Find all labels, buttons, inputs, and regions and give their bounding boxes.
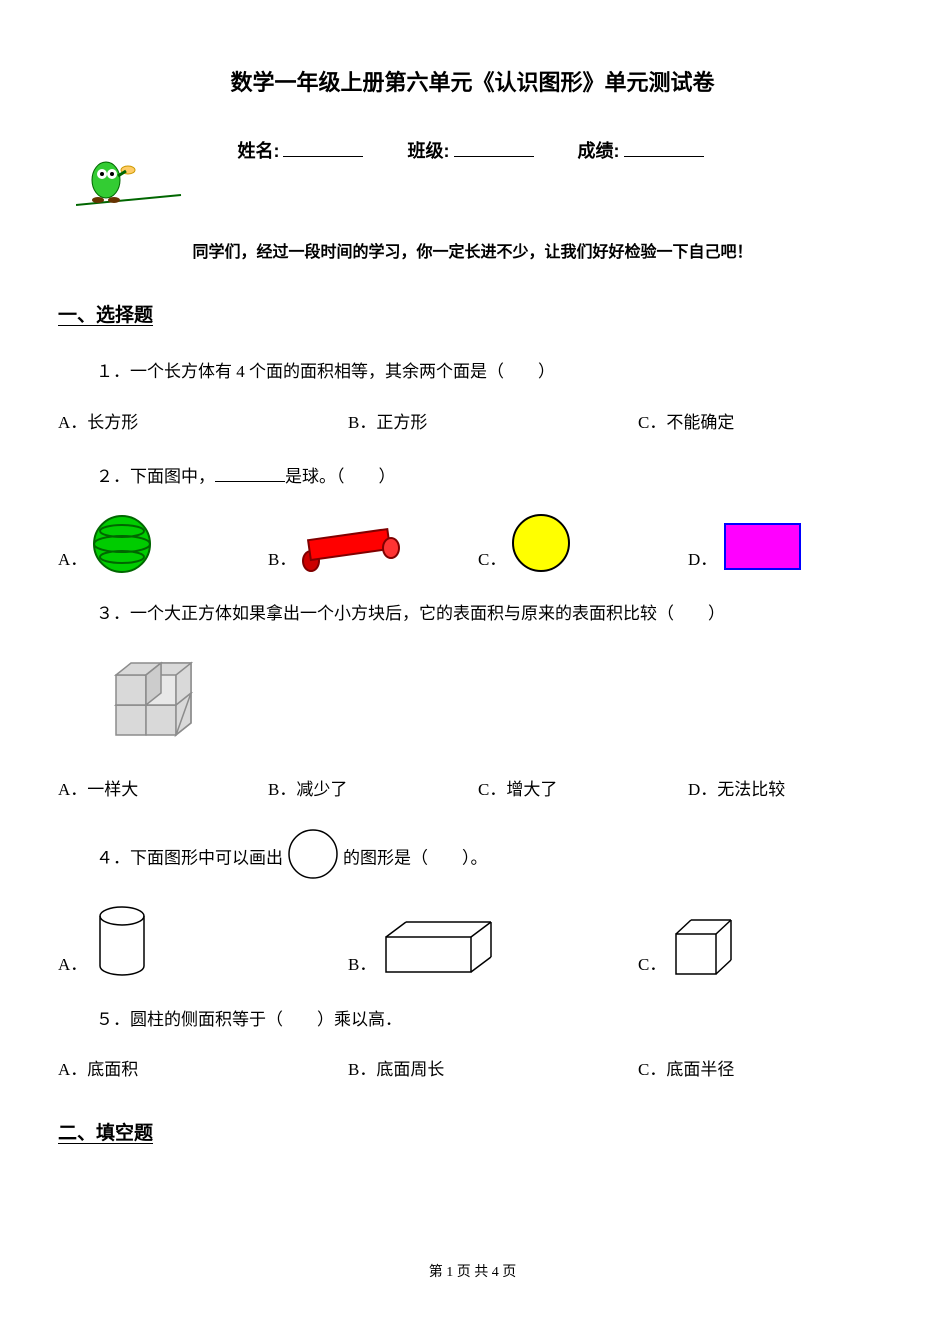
q2-text: ２．下面图中，是球。（ ） — [96, 461, 945, 493]
score-blank[interactable] — [624, 138, 704, 157]
name-blank[interactable] — [283, 138, 363, 157]
q5-option-b[interactable]: B．底面周长 — [348, 1054, 638, 1086]
encourage-text: 同学们，经过一段时间的学习，你一定长进不少，让我们好好检验一下自己吧！ — [0, 238, 945, 268]
q1-text: １．一个长方体有 4 个面的面积相等，其余两个面是（ ） — [96, 356, 945, 388]
cube-icon — [666, 912, 746, 982]
section-2-heading: 二、填空题 — [58, 1116, 945, 1152]
q4-option-b[interactable]: B． — [348, 912, 638, 982]
q5-options: A．底面积 B．底面周长 C．底面半径 — [58, 1054, 945, 1086]
q5-text: ５．圆柱的侧面积等于（ ）乘以高． — [96, 1004, 945, 1036]
q3-option-b[interactable]: B．减少了 — [268, 774, 478, 806]
score-label: 成绩: — [578, 141, 620, 161]
q3-text: ３．一个大正方体如果拿出一个小方块后，它的表面积与原来的表面积比较（ ） — [96, 598, 945, 630]
q4-options: A． B． C． — [58, 902, 945, 982]
q4-option-a[interactable]: A． — [58, 902, 348, 982]
q4-option-c[interactable]: C． — [638, 912, 838, 982]
mascot-icon — [76, 150, 186, 221]
section-1-heading: 一、选择题 — [58, 298, 945, 334]
page-footer: 第 1 页 共 4 页 — [0, 1260, 945, 1287]
rod-icon — [296, 526, 406, 576]
q2-option-b[interactable]: B． — [268, 526, 478, 576]
q4-inline-circle — [287, 828, 339, 891]
circle-icon — [506, 511, 576, 576]
cylinder-icon — [87, 902, 157, 982]
q1-options: A．长方形 B．正方形 C．不能确定 — [58, 407, 945, 439]
cube-stack-icon — [96, 645, 206, 745]
q2-option-c[interactable]: C． — [478, 511, 688, 576]
cuboid-icon — [376, 912, 506, 982]
rectangle-icon — [717, 516, 807, 576]
q1-option-c[interactable]: C．不能确定 — [638, 407, 928, 439]
class-blank[interactable] — [454, 138, 534, 157]
name-label: 姓名: — [237, 141, 279, 161]
q2-options: A． B． C． D． — [58, 511, 945, 576]
class-label: 班级: — [408, 141, 450, 161]
q1-option-a[interactable]: A．长方形 — [58, 407, 348, 439]
q3-option-a[interactable]: A．一样大 — [58, 774, 268, 806]
q5-option-c[interactable]: C．底面半径 — [638, 1054, 928, 1086]
q3-figure — [96, 645, 945, 756]
q3-option-d[interactable]: D．无法比较 — [688, 774, 898, 806]
sphere-icon — [87, 511, 157, 576]
q4-text: ４．下面图形中可以画出 的图形是（ ）。 — [96, 828, 945, 891]
q2-option-d[interactable]: D． — [688, 516, 868, 576]
page-title: 数学一年级上册第六单元《认识图形》单元测试卷 — [0, 0, 945, 104]
q3-option-c[interactable]: C．增大了 — [478, 774, 688, 806]
q5-option-a[interactable]: A．底面积 — [58, 1054, 348, 1086]
q1-option-b[interactable]: B．正方形 — [348, 407, 638, 439]
q3-options: A．一样大 B．减少了 C．增大了 D．无法比较 — [58, 774, 945, 806]
q2-blank[interactable] — [215, 481, 285, 482]
q2-option-a[interactable]: A． — [58, 511, 268, 576]
